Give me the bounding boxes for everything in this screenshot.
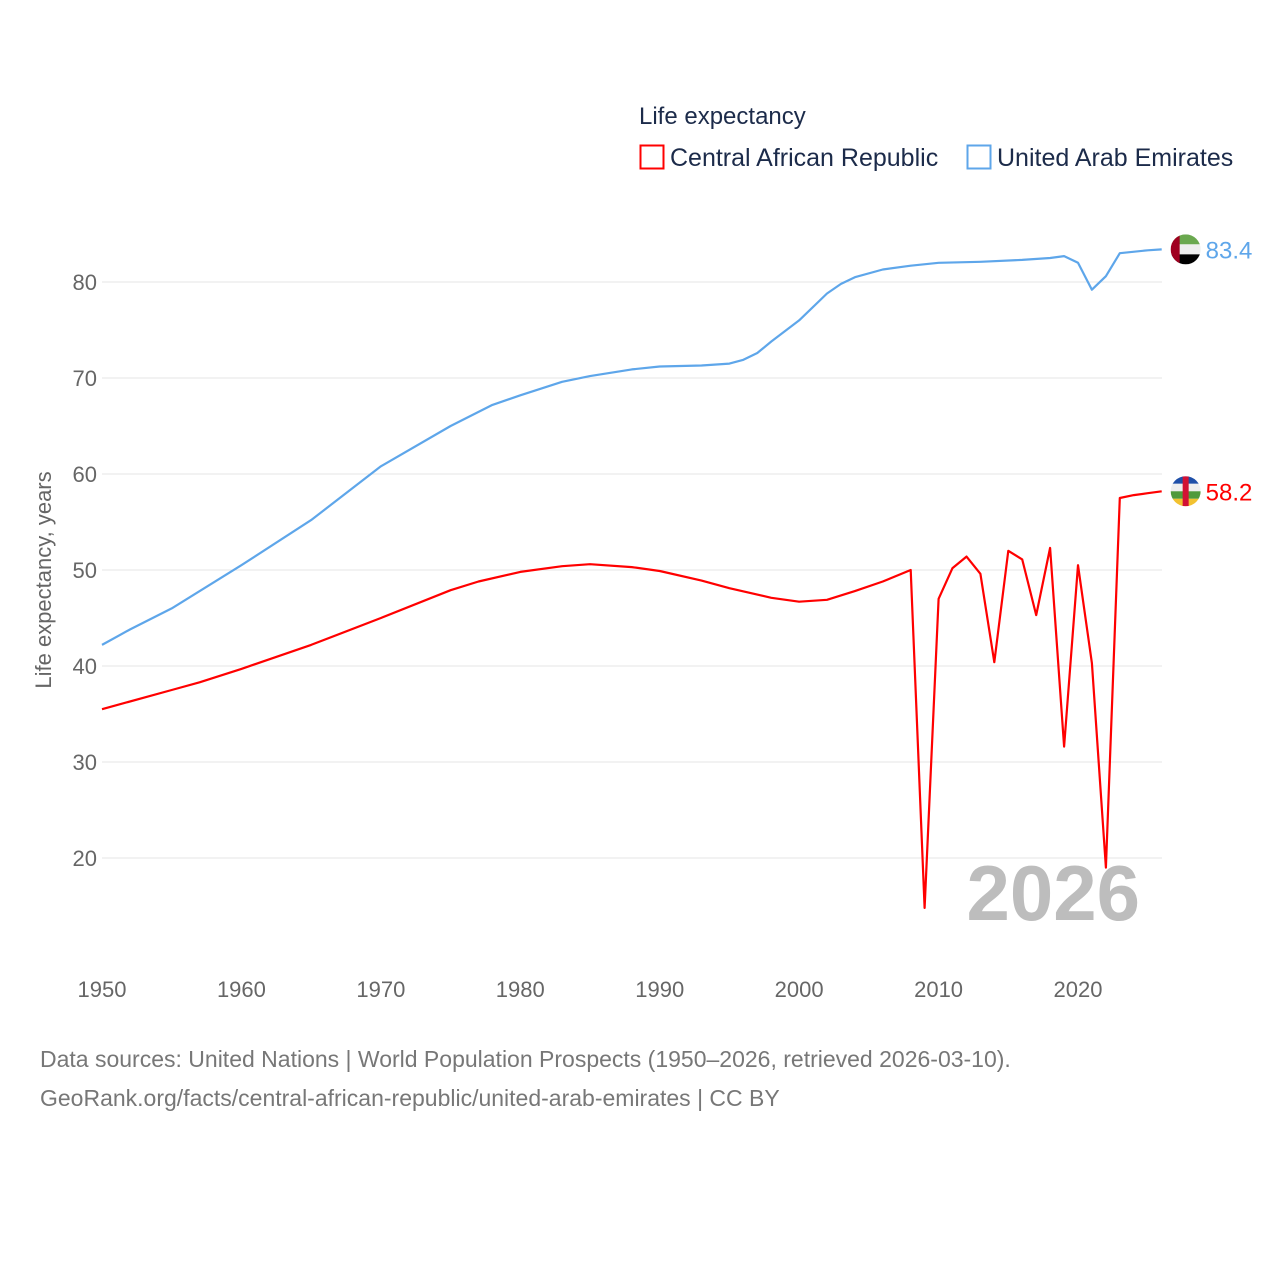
gridlines — [102, 281, 1162, 859]
end-value-label: 58.2 — [1206, 479, 1253, 506]
x-tick-label: 2020 — [1054, 977, 1103, 1002]
data-source-text: Data sources: United Nations | World Pop… — [40, 1046, 1011, 1072]
legend-title: Life expectancy — [639, 103, 806, 130]
y-tick-label: 80 — [73, 270, 97, 295]
series-line-uae[interactable] — [101, 248, 1162, 646]
x-tick-label: 2010 — [914, 977, 963, 1002]
series-lines — [101, 248, 1162, 910]
legend-label-uae: United Arab Emirates — [997, 144, 1233, 172]
legend-item-united-arab-emirates[interactable]: United Arab Emirates — [966, 144, 1234, 172]
uae-flag-icon — [1170, 234, 1201, 265]
legend-label-car: Central African Republic — [670, 144, 938, 172]
source-url-text[interactable]: GeoRank.org/facts/central-african-republ… — [40, 1085, 780, 1111]
year-watermark: 2026 — [966, 849, 1140, 937]
legend-item-central-african-republic[interactable]: Central African Republic — [639, 144, 939, 172]
y-tick-label: 60 — [73, 462, 97, 487]
y-tick-label: 50 — [73, 558, 97, 583]
y-tick-label: 40 — [73, 654, 97, 679]
y-tick-label: 30 — [73, 750, 97, 775]
legend-swatch-car — [639, 144, 665, 170]
end-labels: 58.2 83.4 — [1170, 234, 1253, 507]
life-expectancy-chart: 20 30 40 50 60 70 80 1950 1960 1970 1980 1990 2000 2… — [31, 103, 1253, 1002]
x-tick-label: 1970 — [356, 977, 405, 1002]
y-axis-ticks: 20 30 40 50 60 70 80 — [73, 270, 97, 871]
x-tick-label: 1980 — [496, 977, 545, 1002]
x-tick-label: 1960 — [217, 977, 266, 1002]
x-tick-label: 1990 — [635, 977, 684, 1002]
series-line-car[interactable] — [101, 490, 1162, 910]
legend-swatch-uae — [966, 144, 992, 170]
end-value-label: 83.4 — [1206, 237, 1253, 264]
x-axis-ticks: 1950 1960 1970 1980 1990 2000 2010 2020 — [78, 977, 1103, 1002]
x-tick-label: 1950 — [78, 977, 127, 1002]
y-axis-label: Life expectancy, years — [31, 471, 56, 688]
car-flag-icon — [1170, 476, 1201, 507]
y-tick-label: 70 — [73, 366, 97, 391]
y-tick-label: 20 — [73, 846, 97, 871]
x-tick-label: 2000 — [775, 977, 824, 1002]
